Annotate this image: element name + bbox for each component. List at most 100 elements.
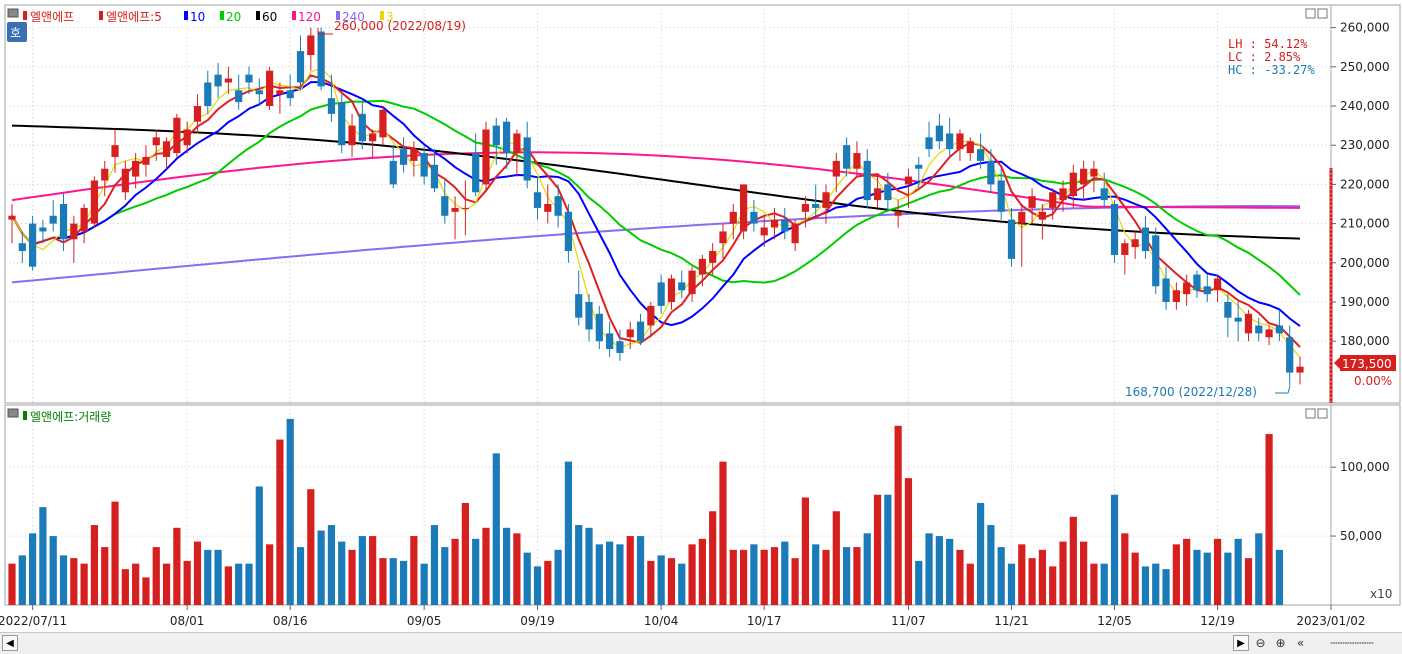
- volume-bar[interactable]: [595, 544, 603, 605]
- volume-bar[interactable]: [1131, 552, 1139, 605]
- candle-body[interactable]: [1131, 239, 1139, 248]
- candle-body[interactable]: [1162, 278, 1170, 302]
- candle-body[interactable]: [286, 90, 294, 99]
- volume-bar[interactable]: [616, 544, 624, 605]
- candle-body[interactable]: [1255, 325, 1263, 334]
- volume-bar[interactable]: [472, 538, 480, 605]
- volume-bar[interactable]: [513, 533, 521, 605]
- candle-body[interactable]: [946, 133, 954, 150]
- candle-body[interactable]: [575, 294, 583, 318]
- candle-body[interactable]: [1224, 302, 1232, 318]
- volume-bar[interactable]: [915, 560, 923, 605]
- candle-body[interactable]: [152, 137, 160, 146]
- volume-bar[interactable]: [29, 533, 37, 605]
- volume-bar[interactable]: [245, 563, 253, 605]
- volume-bar[interactable]: [1183, 538, 1191, 605]
- volume-bar[interactable]: [1110, 494, 1119, 605]
- volume-bar[interactable]: [1265, 434, 1273, 605]
- candle-body[interactable]: [1059, 188, 1067, 201]
- volume-bar[interactable]: [1193, 549, 1201, 605]
- candle-body[interactable]: [709, 251, 717, 263]
- hoga-button[interactable]: [7, 22, 27, 42]
- candle-body[interactable]: [853, 153, 861, 169]
- candle-body[interactable]: [1296, 366, 1304, 373]
- candle-body[interactable]: [1152, 235, 1160, 287]
- chevron-left-icon[interactable]: «: [1296, 636, 1305, 650]
- candle-body[interactable]: [1275, 325, 1283, 334]
- candle-body[interactable]: [1172, 290, 1180, 302]
- candle-body[interactable]: [472, 153, 480, 193]
- volume-bar[interactable]: [904, 478, 913, 605]
- candle-body[interactable]: [904, 176, 913, 185]
- volume-bar[interactable]: [39, 507, 47, 605]
- volume-bar[interactable]: [430, 525, 439, 605]
- candle-body[interactable]: [214, 74, 222, 87]
- volume-bar[interactable]: [461, 502, 469, 605]
- candle-body[interactable]: [698, 258, 706, 275]
- candle-body[interactable]: [647, 305, 655, 326]
- candle-body[interactable]: [1203, 286, 1211, 295]
- volume-bar[interactable]: [307, 489, 315, 605]
- candle-body[interactable]: [1244, 313, 1253, 334]
- volume-bar[interactable]: [1244, 558, 1253, 605]
- volume-bar[interactable]: [1038, 549, 1047, 605]
- volume-bar[interactable]: [327, 525, 336, 605]
- scroll-right-button[interactable]: ▶: [1233, 635, 1249, 651]
- candle-body[interactable]: [523, 137, 531, 181]
- volume-bar[interactable]: [224, 566, 232, 605]
- volume-bar[interactable]: [255, 486, 263, 605]
- volume-bar[interactable]: [894, 425, 902, 605]
- volume-bar[interactable]: [523, 552, 531, 605]
- volume-bar[interactable]: [1224, 552, 1232, 605]
- candle-body[interactable]: [956, 133, 964, 150]
- candle-body[interactable]: [358, 113, 366, 142]
- volume-bar[interactable]: [502, 527, 511, 605]
- volume-bar[interactable]: [235, 563, 243, 605]
- zoom-out-icon[interactable]: ⊖: [1255, 636, 1266, 650]
- volume-bar[interactable]: [801, 497, 810, 605]
- volume-bar[interactable]: [750, 544, 758, 605]
- candle-body[interactable]: [399, 149, 408, 165]
- candle-body[interactable]: [554, 196, 562, 216]
- candle-body[interactable]: [688, 270, 696, 295]
- candle-body[interactable]: [1080, 168, 1088, 185]
- volume-bar[interactable]: [791, 558, 799, 605]
- candle-body[interactable]: [1100, 188, 1108, 201]
- candle-body[interactable]: [1121, 243, 1129, 255]
- volume-bar[interactable]: [719, 461, 727, 605]
- volume-bar[interactable]: [688, 544, 696, 605]
- volume-bar[interactable]: [1141, 566, 1150, 605]
- candle-body[interactable]: [1141, 227, 1150, 252]
- volume-bar[interactable]: [193, 541, 202, 605]
- volume-bar[interactable]: [626, 536, 634, 605]
- volume-bar[interactable]: [1121, 533, 1129, 605]
- volume-bar[interactable]: [90, 525, 99, 605]
- candle-body[interactable]: [80, 207, 88, 232]
- volume-bar[interactable]: [132, 563, 140, 605]
- volume-bar[interactable]: [70, 558, 78, 605]
- candle-body[interactable]: [822, 192, 830, 208]
- candle-body[interactable]: [801, 204, 810, 212]
- candle-body[interactable]: [925, 137, 933, 150]
- volume-bar[interactable]: [389, 558, 397, 605]
- candle-body[interactable]: [564, 211, 573, 252]
- volume-bar[interactable]: [152, 547, 160, 605]
- candle-body[interactable]: [533, 192, 542, 208]
- candle-body[interactable]: [678, 282, 686, 291]
- volume-bar[interactable]: [101, 547, 109, 605]
- candle-body[interactable]: [451, 207, 459, 212]
- volume-bar[interactable]: [533, 566, 542, 605]
- candle-body[interactable]: [626, 329, 634, 338]
- candle-body[interactable]: [173, 117, 181, 154]
- volume-bar[interactable]: [121, 569, 129, 605]
- price-panel-maximize-icon[interactable]: [1305, 8, 1316, 19]
- volume-bar[interactable]: [1059, 541, 1067, 605]
- candle-body[interactable]: [719, 231, 727, 244]
- volume-bar[interactable]: [1007, 563, 1016, 605]
- volume-bar[interactable]: [853, 547, 861, 605]
- candle-body[interactable]: [430, 164, 439, 189]
- volume-bar[interactable]: [760, 549, 768, 605]
- volume-bar[interactable]: [997, 547, 1005, 605]
- volume-bar[interactable]: [925, 533, 933, 605]
- candle-body[interactable]: [224, 78, 232, 83]
